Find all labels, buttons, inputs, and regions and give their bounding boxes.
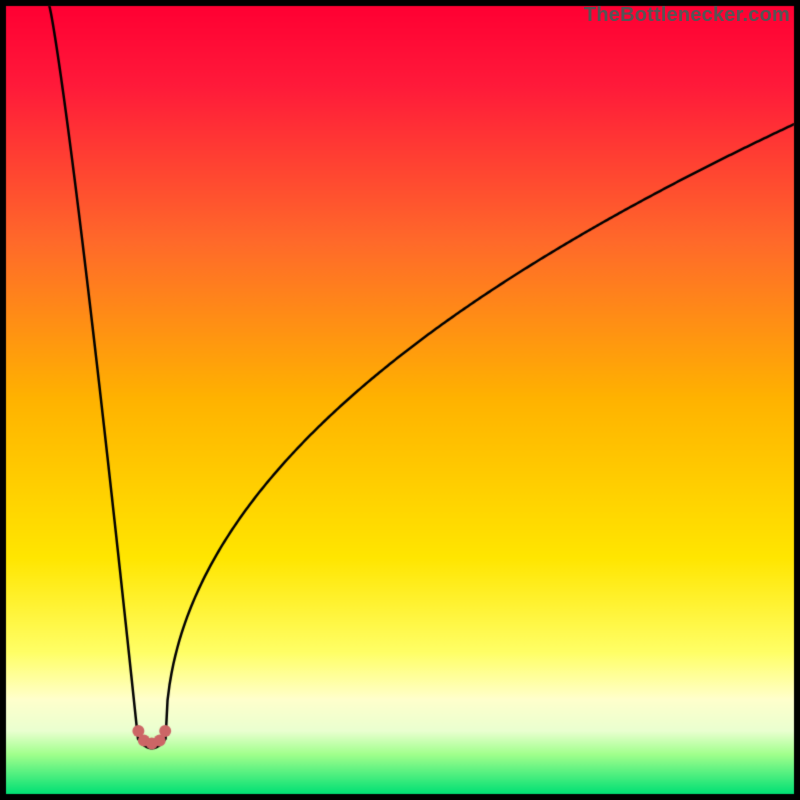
bottleneck-chart: TheBottlenecker.com [0, 0, 800, 800]
attribution-label: TheBottlenecker.com [584, 4, 790, 27]
chart-curve-layer [0, 0, 800, 800]
